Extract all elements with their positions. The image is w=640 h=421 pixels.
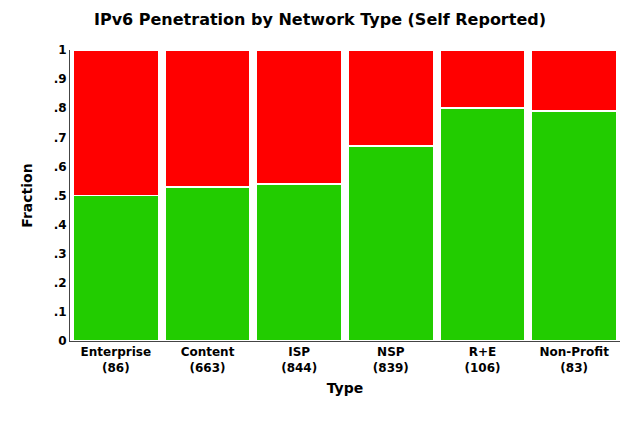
svg-text:.7: .7 xyxy=(54,131,67,145)
svg-text:.4: .4 xyxy=(54,218,67,232)
svg-text:.8: .8 xyxy=(54,101,67,115)
svg-text:ISP(844): ISP(844) xyxy=(281,345,317,375)
svg-text:.5: .5 xyxy=(54,189,67,203)
svg-text:.1: .1 xyxy=(54,305,67,319)
svg-text:R+E(106): R+E(106) xyxy=(464,345,500,375)
svg-text:.6: .6 xyxy=(54,160,67,174)
svg-text:.2: .2 xyxy=(54,276,67,290)
svg-text:1: 1 xyxy=(58,43,66,57)
svg-text:Content(663): Content(663) xyxy=(181,345,235,375)
svg-text:IPv6 Penetration by Network Ty: IPv6 Penetration by Network Type (Self R… xyxy=(94,10,546,29)
svg-text:0: 0 xyxy=(58,334,66,348)
svg-text:.3: .3 xyxy=(54,247,67,261)
svg-text:Type: Type xyxy=(327,380,364,396)
svg-text:.9: .9 xyxy=(54,72,67,86)
svg-text:Fraction: Fraction xyxy=(19,163,35,227)
svg-text:Enterprise(86): Enterprise(86) xyxy=(81,345,151,375)
svg-text:NSP(839): NSP(839) xyxy=(373,345,409,375)
svg-text:Non-Profit(83): Non-Profit(83) xyxy=(539,345,609,375)
